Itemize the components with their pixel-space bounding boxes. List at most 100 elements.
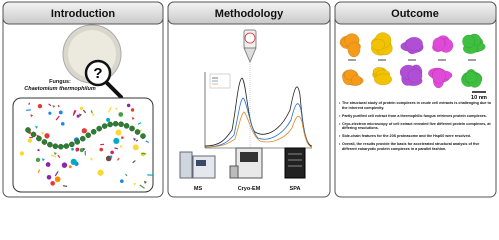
molecule bbox=[37, 148, 40, 152]
chain-bead bbox=[41, 139, 48, 145]
chain-bead bbox=[101, 123, 108, 129]
molecule bbox=[37, 103, 43, 109]
molecule bbox=[61, 122, 65, 126]
molecule bbox=[133, 182, 137, 186]
panel-header bbox=[334, 1, 497, 25]
molecule bbox=[97, 169, 104, 176]
chromatogram bbox=[204, 97, 313, 148]
molecule bbox=[82, 109, 87, 114]
molecule bbox=[110, 155, 113, 158]
molecule bbox=[135, 139, 139, 142]
molecule bbox=[147, 174, 153, 176]
pipette bbox=[243, 29, 257, 64]
chain-bead bbox=[30, 131, 37, 138]
molecule bbox=[121, 136, 124, 139]
molecule bbox=[130, 108, 135, 112]
molecule bbox=[141, 153, 147, 155]
chain-bead bbox=[96, 125, 102, 132]
molecule bbox=[76, 114, 80, 118]
chain-bead bbox=[118, 121, 124, 128]
density-blob bbox=[374, 73, 393, 86]
magnifier-handle bbox=[104, 80, 123, 99]
molecule bbox=[48, 103, 52, 107]
molecule bbox=[132, 144, 139, 151]
chain-bead bbox=[140, 133, 146, 139]
chain-bead bbox=[129, 125, 135, 132]
molecule bbox=[131, 117, 135, 121]
molecule bbox=[35, 157, 41, 163]
molecule bbox=[29, 136, 33, 139]
chain-bead bbox=[134, 129, 141, 135]
molecule bbox=[117, 157, 120, 161]
molecule bbox=[72, 110, 76, 116]
fungus-label: Fungus: bbox=[49, 79, 71, 85]
molecule bbox=[79, 148, 84, 153]
molecule bbox=[113, 137, 120, 144]
chain-bead bbox=[58, 143, 64, 150]
instrument-label: MS bbox=[194, 186, 203, 192]
density-blob bbox=[351, 75, 362, 86]
key-point: Side-chain features for the 20S proteaso… bbox=[339, 134, 492, 139]
molecule bbox=[79, 106, 84, 111]
molecule bbox=[90, 157, 94, 161]
molecule bbox=[75, 149, 79, 153]
molecule bbox=[28, 102, 31, 105]
molecule bbox=[68, 165, 72, 169]
molecule bbox=[84, 150, 86, 156]
key-points: The structural study of protein complexe… bbox=[339, 101, 492, 155]
key-point: The structural study of protein complexe… bbox=[339, 101, 492, 110]
molecule bbox=[57, 154, 61, 159]
chain-bead bbox=[85, 132, 92, 139]
panel-title: Outcome bbox=[391, 8, 439, 20]
chain-bead bbox=[52, 143, 59, 150]
chain-bead bbox=[25, 127, 31, 133]
molecule bbox=[145, 140, 150, 144]
molecule bbox=[115, 129, 122, 136]
molecule bbox=[45, 162, 51, 167]
molecule bbox=[54, 176, 61, 183]
molecule bbox=[62, 185, 68, 187]
molecule bbox=[133, 137, 137, 141]
cell-extract-collage bbox=[19, 102, 153, 189]
molecule bbox=[41, 158, 45, 162]
chain-bead bbox=[63, 143, 70, 149]
panel-title: Introduction bbox=[51, 8, 115, 20]
density-blob bbox=[347, 41, 361, 58]
species-name: Chaetomium thermophilum bbox=[24, 86, 96, 92]
instrument-label: SPA bbox=[290, 186, 301, 192]
chromatogram bbox=[204, 77, 313, 147]
chain-bead bbox=[123, 123, 130, 129]
molecule bbox=[99, 147, 104, 152]
cryo-em-instrument bbox=[229, 147, 263, 179]
molecule bbox=[55, 115, 60, 121]
molecule bbox=[100, 143, 105, 146]
molecule bbox=[110, 150, 114, 155]
molecule bbox=[61, 162, 68, 168]
molecule bbox=[58, 110, 63, 115]
molecule bbox=[118, 112, 124, 117]
molecule bbox=[70, 158, 77, 165]
molecule bbox=[119, 145, 123, 149]
molecule bbox=[137, 122, 142, 125]
molecule bbox=[53, 152, 57, 156]
chain-bead bbox=[79, 135, 86, 142]
molecule bbox=[52, 105, 56, 109]
chain-bead bbox=[112, 120, 119, 127]
molecule bbox=[26, 109, 31, 111]
density-blob bbox=[465, 71, 478, 84]
molecule bbox=[126, 103, 131, 108]
legend-box bbox=[209, 73, 231, 89]
molecule bbox=[50, 181, 55, 186]
molecule bbox=[82, 147, 86, 151]
scale-label: 10 nm bbox=[471, 95, 487, 101]
chain-bead bbox=[47, 141, 53, 148]
molecule bbox=[27, 138, 33, 143]
question-mark: ? bbox=[93, 65, 102, 82]
molecule bbox=[119, 179, 124, 184]
molecule bbox=[30, 114, 34, 118]
molecule bbox=[139, 184, 145, 189]
molecule bbox=[107, 106, 112, 113]
magnifier bbox=[84, 59, 112, 87]
molecule bbox=[106, 117, 111, 122]
molecule bbox=[143, 180, 147, 184]
